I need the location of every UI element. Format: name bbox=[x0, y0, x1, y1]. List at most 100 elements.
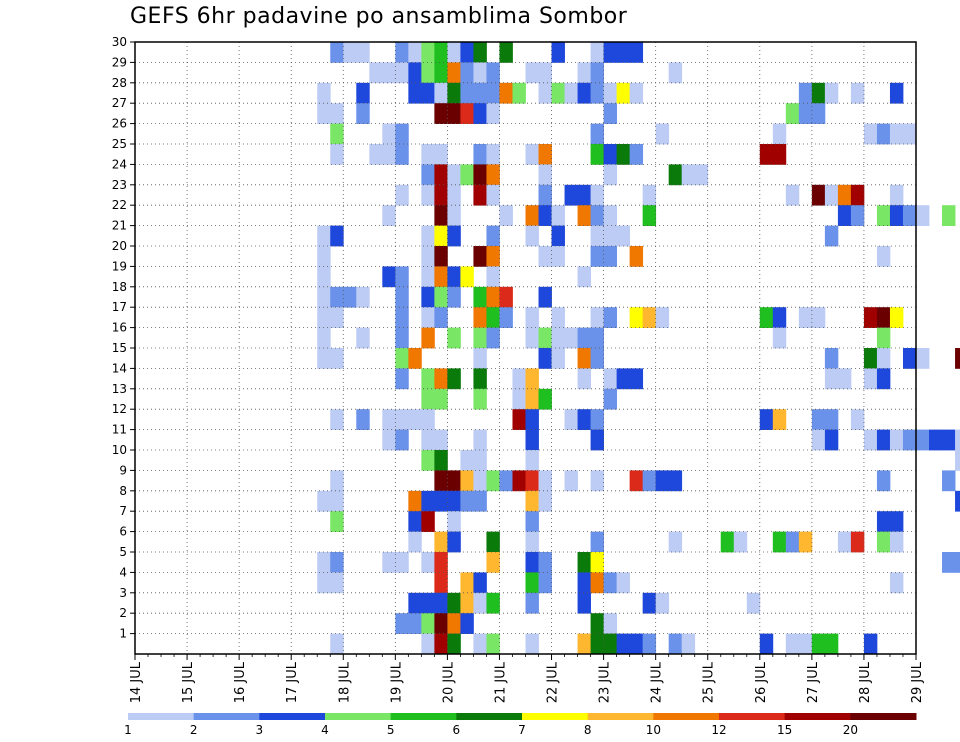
heatmap-cell bbox=[408, 62, 422, 84]
heatmap-cell bbox=[421, 42, 435, 63]
heatmap-cell bbox=[577, 368, 591, 390]
heatmap-cell bbox=[408, 348, 422, 369]
heatmap-cell bbox=[317, 490, 331, 512]
heatmap-cell bbox=[525, 592, 539, 614]
chart-title: GEFS 6hr padavine po ansamblima Sombor bbox=[130, 4, 628, 29]
heatmap-cell bbox=[447, 470, 461, 492]
heatmap-cell bbox=[382, 552, 396, 573]
heatmap-cell bbox=[889, 123, 904, 145]
heatmap-cell bbox=[629, 368, 644, 390]
heatmap-cell bbox=[408, 592, 422, 614]
heatmap-cell bbox=[499, 286, 513, 308]
heatmap-cell bbox=[434, 246, 448, 267]
heatmap-cell bbox=[473, 82, 487, 104]
heatmap-cell bbox=[460, 613, 474, 634]
heatmap-cell bbox=[460, 164, 474, 186]
heatmap-cell bbox=[499, 205, 513, 226]
heatmap-cell bbox=[408, 511, 422, 532]
heatmap-cell bbox=[473, 164, 487, 186]
x-tick-label: 19 JUL bbox=[389, 661, 404, 703]
heatmap-cell bbox=[330, 552, 344, 573]
heatmap-cell bbox=[824, 633, 839, 655]
heatmap-cell bbox=[408, 409, 422, 430]
heatmap-cell bbox=[538, 388, 552, 410]
heatmap-cell bbox=[330, 633, 344, 655]
heatmap-cell bbox=[824, 82, 839, 104]
heatmap-cell bbox=[603, 613, 618, 634]
heatmap-cell bbox=[811, 82, 826, 104]
heatmap-cell bbox=[460, 103, 474, 124]
heatmap-cell bbox=[408, 490, 422, 512]
heatmap-cell bbox=[330, 42, 344, 63]
heatmap-cell bbox=[629, 633, 644, 655]
heatmap-cell bbox=[642, 307, 657, 328]
heatmap-cell bbox=[473, 246, 487, 267]
heatmap-cell bbox=[590, 409, 604, 430]
heatmap-cell bbox=[395, 552, 409, 573]
heatmap-cell bbox=[902, 348, 917, 369]
heatmap-cell bbox=[538, 184, 552, 206]
heatmap-cell bbox=[473, 327, 487, 349]
heatmap-cell bbox=[616, 42, 631, 63]
heatmap-cell bbox=[538, 286, 552, 308]
heatmap-cell bbox=[538, 348, 552, 369]
heatmap-cell bbox=[668, 470, 683, 492]
heatmap-cell bbox=[811, 184, 826, 206]
heatmap-cell bbox=[486, 286, 500, 308]
heatmap-cell bbox=[473, 103, 487, 124]
heatmap-cell bbox=[434, 633, 448, 655]
heatmap-cell bbox=[447, 368, 461, 390]
colorbar-swatch bbox=[784, 713, 851, 720]
heatmap-cell bbox=[473, 388, 487, 410]
heatmap-cell bbox=[876, 205, 891, 226]
heatmap-cell bbox=[421, 164, 435, 186]
heatmap-cell bbox=[512, 368, 526, 390]
heatmap-cell bbox=[434, 450, 448, 471]
heatmap-cell bbox=[434, 490, 448, 512]
heatmap-cell bbox=[811, 307, 826, 328]
heatmap-cell bbox=[772, 144, 787, 165]
heatmap-cell bbox=[551, 348, 565, 369]
heatmap-cell bbox=[486, 633, 500, 655]
y-tick-label: 16 bbox=[112, 321, 127, 335]
heatmap-cell bbox=[655, 123, 670, 145]
heatmap-cell bbox=[447, 266, 461, 288]
heatmap-cell bbox=[421, 286, 435, 308]
heatmap-cell bbox=[486, 592, 500, 614]
x-tick-label: 20 JUL bbox=[441, 661, 456, 703]
heatmap-cell bbox=[330, 103, 344, 124]
heatmap-cell bbox=[876, 327, 891, 349]
heatmap-cell bbox=[356, 286, 370, 308]
x-tick-label: 26 JUL bbox=[754, 661, 769, 703]
heatmap-cell bbox=[447, 286, 461, 308]
heatmap-cell bbox=[603, 368, 618, 390]
heatmap-cell bbox=[395, 409, 409, 430]
heatmap-cell bbox=[512, 470, 526, 492]
heatmap-cell bbox=[512, 388, 526, 410]
heatmap-cell bbox=[902, 429, 917, 451]
heatmap-cell bbox=[395, 123, 409, 145]
heatmap-cell bbox=[525, 307, 539, 328]
heatmap-cell bbox=[421, 490, 435, 512]
heatmap-cell bbox=[486, 164, 500, 186]
heatmap-cell bbox=[330, 470, 344, 492]
heatmap-cell bbox=[955, 429, 960, 451]
heatmap-cell bbox=[421, 62, 435, 84]
x-tick-label: 21 JUL bbox=[493, 661, 508, 703]
heatmap-cell bbox=[876, 123, 891, 145]
heatmap-cell bbox=[473, 490, 487, 512]
heatmap-cell bbox=[733, 531, 748, 553]
x-tick-label: 27 JUL bbox=[806, 661, 821, 703]
heatmap-cell bbox=[564, 327, 578, 349]
heatmap-cell bbox=[460, 62, 474, 84]
heatmap-cell bbox=[824, 429, 839, 451]
heatmap-cell bbox=[369, 144, 383, 165]
heatmap-cell bbox=[421, 266, 435, 288]
heatmap-cell bbox=[863, 307, 878, 328]
y-tick-label: 20 bbox=[112, 239, 127, 253]
y-tick-label: 11 bbox=[112, 423, 127, 437]
heatmap-cell bbox=[356, 103, 370, 124]
heatmap-cell bbox=[889, 307, 904, 328]
heatmap-cell bbox=[525, 552, 539, 573]
heatmap-cell bbox=[603, 572, 618, 594]
